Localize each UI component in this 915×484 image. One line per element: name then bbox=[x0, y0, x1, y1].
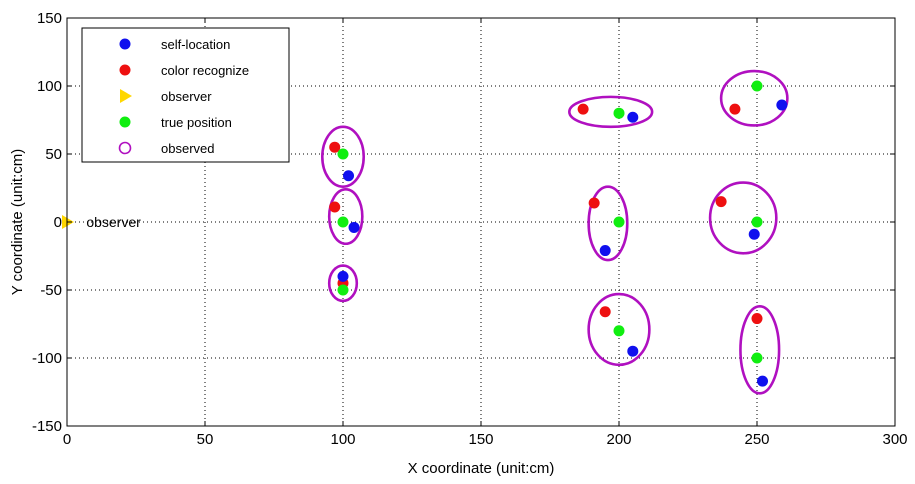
observed-ellipse bbox=[587, 185, 629, 262]
legend-label: true position bbox=[161, 115, 232, 130]
true-position-point bbox=[613, 216, 625, 228]
observed-ellipse bbox=[320, 125, 365, 188]
true-position-point bbox=[337, 284, 349, 296]
color-recognize-point bbox=[751, 313, 763, 325]
x-tick-label: 250 bbox=[744, 431, 769, 448]
true-position-point bbox=[613, 325, 625, 337]
y-tick-label: -50 bbox=[40, 282, 62, 299]
self-location-point bbox=[348, 221, 360, 233]
true-position-point bbox=[613, 107, 625, 119]
color-recognize-point bbox=[715, 196, 727, 208]
observed-ellipse bbox=[327, 188, 364, 246]
x-tick-label: 0 bbox=[63, 431, 71, 448]
y-tick-label: 150 bbox=[37, 10, 62, 27]
x-tick-label: 50 bbox=[197, 431, 214, 448]
x-tick-label: 150 bbox=[468, 431, 493, 448]
y-tick-label: 100 bbox=[37, 78, 62, 95]
legend-marker bbox=[119, 116, 131, 128]
observed-ellipse bbox=[568, 95, 654, 129]
color-recognize-point bbox=[588, 197, 600, 209]
x-tick-label: 100 bbox=[330, 431, 355, 448]
legend-label: self-location bbox=[161, 37, 230, 52]
color-recognize-point bbox=[329, 141, 341, 153]
self-location-point bbox=[343, 170, 355, 182]
legend-label: observer bbox=[161, 89, 212, 104]
legend-marker bbox=[119, 38, 131, 50]
y-tick-label: -100 bbox=[32, 350, 62, 367]
self-location-point bbox=[337, 270, 349, 282]
true-position-point bbox=[751, 216, 763, 228]
color-recognize-point bbox=[577, 103, 589, 115]
legend-label: observed bbox=[161, 141, 214, 156]
self-location-point bbox=[599, 245, 611, 257]
color-recognize-point bbox=[599, 306, 611, 318]
legend-box bbox=[81, 27, 290, 163]
y-tick-label: 0 bbox=[54, 214, 62, 231]
color-recognize-point bbox=[729, 103, 741, 115]
observed-ellipse bbox=[327, 264, 359, 303]
ticks-layer: 0 50 100 150 200 250 300 -150 -100 -50 0 50 100 150 bbox=[32, 10, 908, 448]
marks-layer bbox=[62, 69, 789, 395]
true-position-point bbox=[337, 148, 349, 160]
legend-marker bbox=[119, 64, 131, 76]
legend-marker bbox=[120, 89, 132, 103]
legend-label: color recognize bbox=[161, 63, 249, 78]
observer-annotation: observer bbox=[86, 214, 141, 230]
legend: self-location color recognize observer true… bbox=[81, 27, 290, 163]
self-location-point bbox=[748, 228, 760, 240]
self-location-point bbox=[627, 111, 639, 123]
color-recognize-point bbox=[329, 201, 341, 213]
y-axis-title: Y coordinate (unit:cm) bbox=[9, 149, 26, 295]
observed-ellipse bbox=[587, 292, 651, 367]
legend-marker bbox=[118, 141, 132, 155]
true-position-point bbox=[751, 80, 763, 92]
true-position-point bbox=[337, 216, 349, 228]
x-tick-label: 200 bbox=[606, 431, 631, 448]
observed-ellipse bbox=[719, 69, 789, 127]
self-location-point bbox=[627, 345, 639, 357]
self-location-point bbox=[757, 375, 769, 387]
x-tick-label: 300 bbox=[882, 431, 907, 448]
observed-ellipse bbox=[708, 181, 778, 255]
y-tick-label: 50 bbox=[45, 146, 62, 163]
self-location-point bbox=[776, 99, 788, 111]
y-tick-label: -150 bbox=[32, 418, 62, 435]
x-axis-title: X coordinate (unit:cm) bbox=[408, 460, 555, 477]
observed-ellipse bbox=[739, 305, 781, 395]
annotation-layer: observer bbox=[86, 214, 141, 230]
true-position-point bbox=[751, 352, 763, 364]
